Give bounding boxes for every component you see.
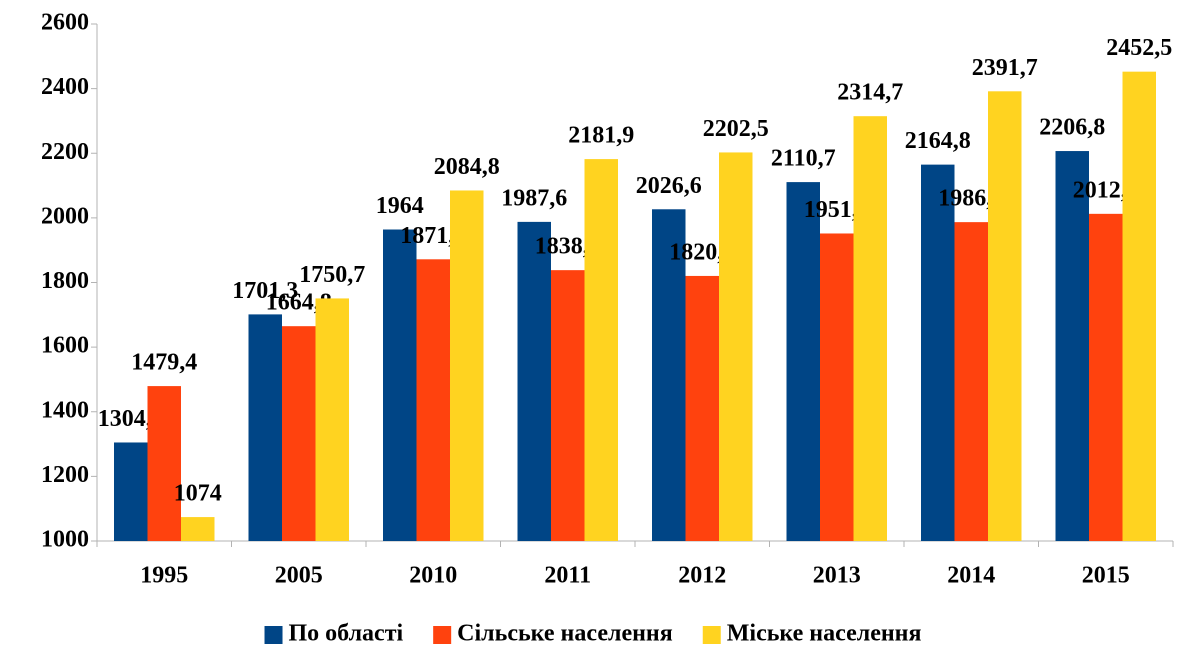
value-label: 2164,8 (905, 128, 971, 154)
x-tick-label: 1995 (140, 563, 188, 589)
y-tick-label: 1200 (41, 462, 89, 488)
x-tick-label: 2005 (275, 563, 323, 589)
value-label: 1964 (376, 193, 424, 219)
bar (1089, 213, 1123, 541)
bar (114, 442, 148, 541)
value-label: 2452,5 (1106, 35, 1172, 61)
y-tick-label: 1000 (41, 527, 89, 553)
value-label: 2084,8 (434, 154, 500, 180)
y-tick-label: 2400 (41, 74, 89, 100)
x-tick-label: 2015 (1082, 563, 1130, 589)
bar (1055, 151, 1089, 542)
value-label: 1701,3 (232, 278, 298, 304)
legend-swatch (702, 626, 721, 644)
bar (315, 298, 349, 541)
bar (786, 182, 820, 542)
bar (1122, 71, 1156, 541)
value-label: 2202,5 (703, 116, 769, 142)
y-tick-label: 2200 (41, 139, 89, 165)
bar (282, 326, 316, 541)
legend-swatch (433, 626, 452, 644)
bar (248, 314, 282, 541)
y-tick-label: 1400 (41, 397, 89, 423)
x-tick-label: 2012 (678, 563, 726, 589)
bar (551, 270, 585, 541)
value-label: 2181,9 (568, 123, 634, 149)
y-tick-label: 2000 (41, 203, 89, 229)
bar (383, 229, 417, 541)
x-tick-label: 2014 (947, 563, 995, 589)
value-label: 1479,4 (131, 350, 197, 376)
value-label: 1987,6 (501, 185, 567, 211)
y-tick-label: 1600 (41, 333, 89, 359)
value-label: 1074 (174, 481, 222, 507)
bar (719, 152, 753, 541)
bar (450, 190, 484, 541)
bar (517, 221, 551, 541)
legend-label: Міське населення (727, 621, 922, 647)
bar (652, 209, 686, 541)
value-label: 2391,7 (972, 55, 1038, 81)
value-label: 1750,7 (299, 262, 365, 288)
bar (921, 164, 955, 541)
bar (685, 275, 719, 541)
bar (147, 386, 181, 541)
bar (820, 233, 854, 541)
x-tick-label: 2011 (544, 563, 591, 589)
bar (416, 259, 450, 541)
bar (853, 116, 887, 541)
legend-label: Сільське населення (457, 621, 673, 647)
x-tick-label: 2010 (409, 563, 457, 589)
value-label: 2314,7 (837, 80, 903, 106)
x-tick-label: 2013 (813, 563, 861, 589)
value-label: 2026,6 (636, 173, 702, 199)
value-label: 2110,7 (771, 146, 836, 172)
y-tick-label: 2600 (41, 10, 89, 36)
legend-swatch (264, 626, 283, 644)
bar (584, 159, 618, 541)
bar (988, 91, 1022, 541)
legend-label: По області (289, 621, 404, 647)
bar (181, 517, 215, 541)
bar (954, 222, 988, 541)
y-tick-label: 1800 (41, 268, 89, 294)
value-label: 2206,8 (1039, 115, 1105, 141)
